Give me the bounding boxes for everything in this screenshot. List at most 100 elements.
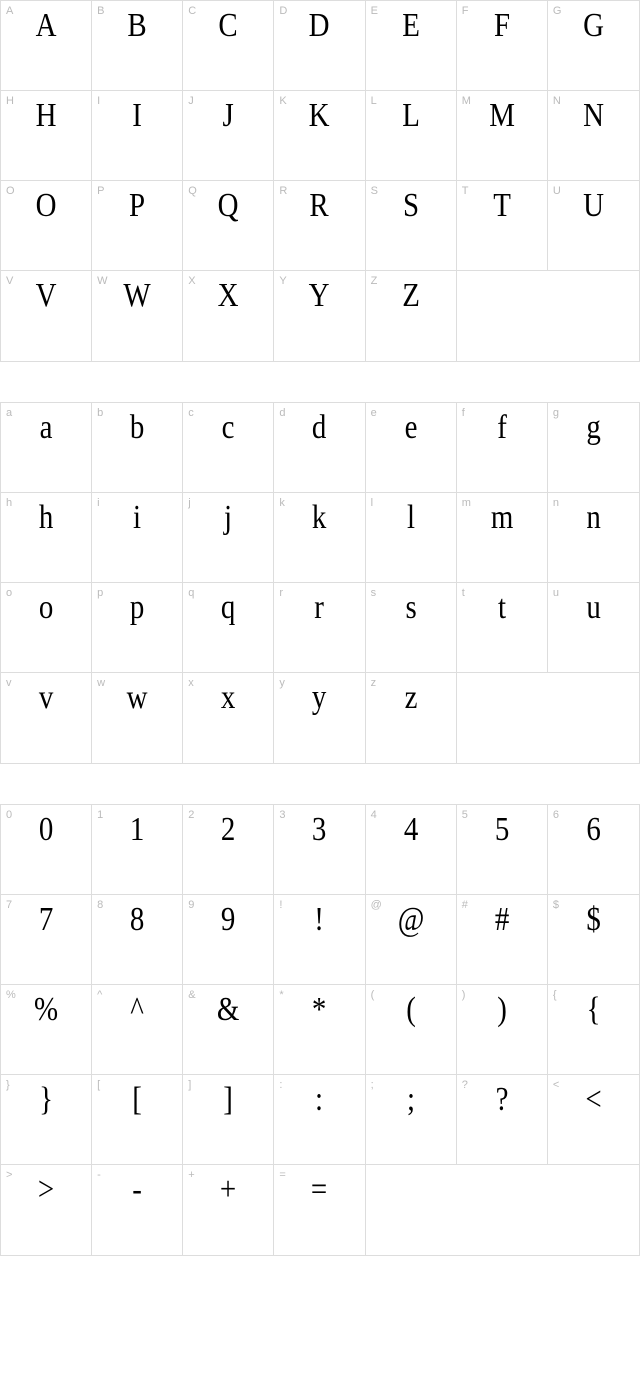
glyph-display: 5 [463, 811, 540, 849]
glyph-display: C [190, 7, 267, 45]
glyph-cell: II [92, 91, 183, 181]
glyph-display: 1 [99, 811, 176, 849]
glyph-cell: 33 [274, 805, 365, 895]
glyph-display: J [190, 97, 267, 135]
glyph-chart: AABBCCDDEEFFGGHHIIJJKKLLMMNNOOPPQQRRSSTT… [0, 0, 640, 1256]
glyph-display: K [281, 97, 358, 135]
glyph-display: # [463, 901, 540, 939]
glyph-display: 8 [99, 901, 176, 939]
glyph-display: W [99, 277, 176, 315]
glyph-cell: -- [92, 1165, 183, 1255]
glyph-display: 4 [372, 811, 449, 849]
glyph-cell: ]] [183, 1075, 274, 1165]
glyph-cell: [[ [92, 1075, 183, 1165]
glyph-display: = [281, 1171, 358, 1209]
glyph-display: Q [190, 187, 267, 225]
glyph-display: B [99, 7, 176, 45]
glyph-display: ( [372, 991, 449, 1029]
glyph-display: l [372, 499, 449, 537]
glyph-display: p [99, 589, 176, 627]
glyph-display: ) [463, 991, 540, 1029]
glyph-display: G [555, 7, 632, 45]
glyph-cell: ii [92, 493, 183, 583]
glyph-display: Y [281, 277, 358, 315]
glyph-cell: RR [274, 181, 365, 271]
glyph-display: d [281, 409, 358, 447]
glyph-cell: 66 [548, 805, 639, 895]
glyph-cell: ^^ [92, 985, 183, 1075]
glyph-cell: )) [457, 985, 548, 1075]
glyph-cell: mm [457, 493, 548, 583]
glyph-cell: zz [366, 673, 457, 763]
glyph-display: ! [281, 901, 358, 939]
glyph-cell: aa [1, 403, 92, 493]
glyph-display: a [8, 409, 85, 447]
glyph-display: w [99, 679, 176, 717]
glyph-cell: gg [548, 403, 639, 493]
glyph-display: 7 [8, 901, 85, 939]
glyph-cell: YY [274, 271, 365, 361]
glyph-display: S [372, 187, 449, 225]
glyph-display: F [463, 7, 540, 45]
glyph-display: r [281, 589, 358, 627]
glyph-display: : [281, 1081, 358, 1119]
glyph-cell: dd [274, 403, 365, 493]
glyph-cell: TT [457, 181, 548, 271]
glyph-cell: ++ [183, 1165, 274, 1255]
glyph-display: + [190, 1171, 267, 1209]
glyph-cell: ll [366, 493, 457, 583]
glyph-display: V [8, 277, 85, 315]
glyph-display: q [190, 589, 267, 627]
glyph-cell: ?? [457, 1075, 548, 1165]
glyph-display: y [281, 679, 358, 717]
glyph-display: Z [372, 277, 449, 315]
glyph-cell: DD [274, 1, 365, 91]
glyph-cell: yy [274, 673, 365, 763]
glyph-display: < [555, 1081, 632, 1119]
glyph-display: A [8, 7, 85, 45]
glyph-display: L [372, 97, 449, 135]
glyph-cell: 88 [92, 895, 183, 985]
glyph-display: n [555, 499, 632, 537]
glyph-display: ? [463, 1081, 540, 1119]
glyph-cell: OO [1, 181, 92, 271]
glyph-display: c [190, 409, 267, 447]
glyph-cell: tt [457, 583, 548, 673]
glyph-display: t [463, 589, 540, 627]
glyph-display: 3 [281, 811, 358, 849]
glyph-cell: %% [1, 985, 92, 1075]
glyph-cell: :: [274, 1075, 365, 1165]
glyph-display: % [8, 991, 85, 1029]
glyph-grid: 00112233445566778899!!@@##$$%%^^&&**(())… [1, 805, 639, 1255]
glyph-display: * [281, 991, 358, 1029]
glyph-display: z [372, 679, 449, 717]
glyph-cell: VV [1, 271, 92, 361]
glyph-display: M [463, 97, 540, 135]
glyph-cell: qq [183, 583, 274, 673]
section-lowercase: aabbccddeeffgghhiijjkkllmmnnooppqqrrsstt… [0, 402, 640, 764]
glyph-display: N [555, 97, 632, 135]
glyph-cell: LL [366, 91, 457, 181]
glyph-display: O [8, 187, 85, 225]
glyph-cell: (( [366, 985, 457, 1075]
glyph-cell: && [183, 985, 274, 1075]
glyph-cell: EE [366, 1, 457, 91]
glyph-display: $ [555, 901, 632, 939]
glyph-cell-empty [548, 271, 639, 361]
glyph-display: k [281, 499, 358, 537]
glyph-cell: }} [1, 1075, 92, 1165]
glyph-cell: 77 [1, 895, 92, 985]
glyph-cell: NN [548, 91, 639, 181]
glyph-display: s [372, 589, 449, 627]
glyph-display: v [8, 679, 85, 717]
glyph-cell: ff [457, 403, 548, 493]
glyph-display: h [8, 499, 85, 537]
glyph-display: > [8, 1171, 85, 1209]
glyph-display: I [99, 97, 176, 135]
glyph-display: T [463, 187, 540, 225]
glyph-display: 0 [8, 811, 85, 849]
glyph-display: D [281, 7, 358, 45]
glyph-cell: @@ [366, 895, 457, 985]
glyph-display: @ [372, 901, 449, 939]
glyph-display: x [190, 679, 267, 717]
